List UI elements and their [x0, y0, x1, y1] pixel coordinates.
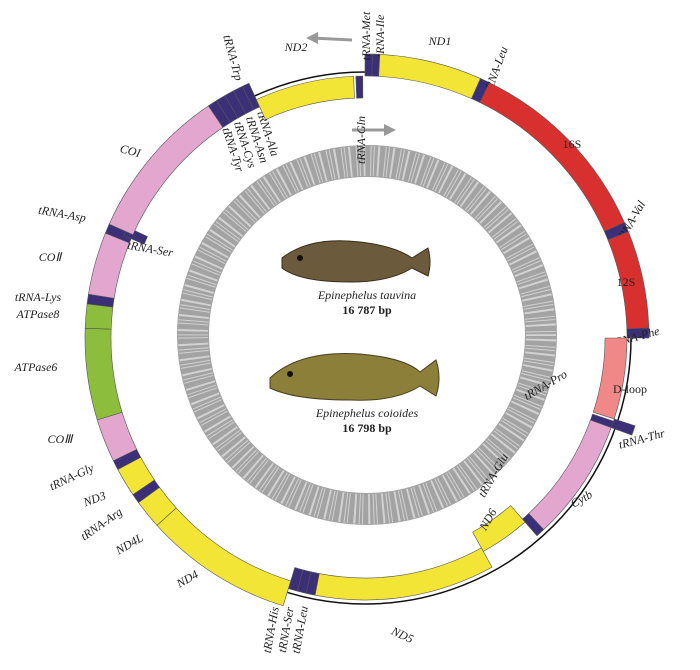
gene-label: ND1 — [428, 34, 452, 48]
gc-ring-texture — [178, 146, 556, 524]
gene-label: ND3 — [81, 488, 108, 509]
gene-segment — [255, 75, 355, 121]
species-name: Epinephelus tauvina — [317, 288, 416, 302]
gene-segment — [592, 337, 628, 420]
gene-label: tRNA-Lys — [15, 290, 62, 304]
gene-segment — [528, 419, 612, 531]
gene-label: ND4L — [112, 530, 146, 557]
gene-label: tRNA-Trp — [220, 33, 246, 82]
gene-segment — [156, 507, 292, 607]
gene-label: COⅡ — [39, 250, 63, 264]
species-name: Epinephelus coioides — [315, 406, 419, 420]
gene-label: tRNA-Ser — [126, 238, 174, 260]
gene-segment — [378, 54, 481, 100]
gene-label: tRNA-Asp — [37, 203, 87, 225]
gene-segment — [108, 105, 224, 236]
fish-1 — [281, 240, 431, 283]
gene-label: ND5 — [388, 623, 415, 646]
genome-size: 16 787 bp — [342, 303, 392, 317]
gene-label: 12S — [617, 275, 636, 289]
gene-segment — [314, 547, 493, 601]
fish-2 — [269, 353, 440, 401]
gene-label: ND4 — [173, 567, 201, 591]
gene-segment — [88, 232, 130, 299]
gene-label: COI — [119, 141, 144, 160]
gene-segment — [610, 418, 636, 436]
arrow-head — [384, 124, 396, 136]
gene-label: ATPase8 — [16, 307, 60, 321]
gene-label: ATPase6 — [14, 360, 58, 374]
gene-label: 16S — [563, 137, 582, 151]
gene-label: tRNA-Gln — [354, 116, 368, 164]
gene-segment — [355, 75, 364, 99]
genome-size: 16 798 bp — [342, 421, 392, 435]
gene-label: COⅢ — [48, 432, 75, 446]
gene-label: tRNA-Met — [359, 11, 373, 60]
gene-label: ND2 — [284, 40, 308, 54]
gene-segment — [84, 303, 114, 330]
gene-segment — [472, 505, 526, 552]
gene-label: tRNA-Gly — [47, 460, 96, 493]
gene-label: tRNA-Ile — [373, 14, 387, 57]
gene-segment — [288, 567, 304, 592]
gene-label: tRNA-Arg — [78, 505, 125, 544]
arrow-left — [311, 36, 353, 42]
gene-segment — [84, 327, 123, 421]
gene-label: D-loop — [613, 382, 647, 396]
arrow-head — [306, 32, 318, 44]
